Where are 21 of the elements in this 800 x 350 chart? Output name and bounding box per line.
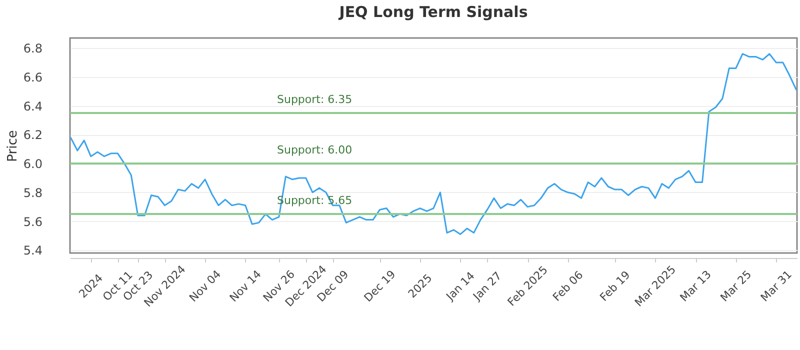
ref-line-label: Support: 6.35 (277, 93, 352, 106)
y-axis-title: Price (5, 130, 20, 162)
x-tick-label: Feb 19 (597, 268, 633, 304)
y-tick-label: 6.4 (23, 99, 42, 114)
y-tick-label: 5.4 (23, 244, 42, 258)
y-tick-label: 6.2 (23, 128, 42, 142)
y-tick-label: 6.8 (23, 42, 42, 56)
x-tick-label: Mar 31 (758, 268, 794, 304)
y-tick-label: 6.0 (23, 157, 42, 172)
line-series (70, 53, 798, 235)
chart-title: JEQ Long Term Signals (338, 3, 528, 21)
x-tick-label: Nov 04 (186, 268, 224, 305)
x-tick-label: Mar 25 (718, 268, 754, 304)
y-tick-label: 5.6 (23, 214, 42, 229)
x-tick-label: Nov 14 (227, 268, 264, 305)
ref-line-label: Support: 6.00 (277, 144, 352, 157)
x-tick-label: Mar 13 (678, 268, 714, 304)
y-tick-label: 6.6 (23, 70, 42, 84)
y-tick-label: 5.8 (23, 186, 42, 200)
x-tick-label: Feb 06 (550, 268, 586, 304)
x-tick-label: Dec 19 (362, 268, 398, 304)
